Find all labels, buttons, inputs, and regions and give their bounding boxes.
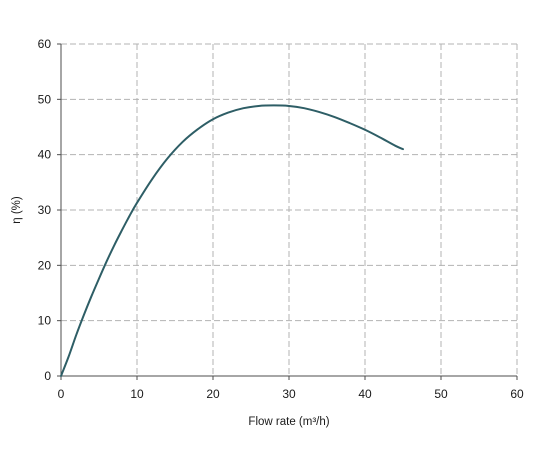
axes: [57, 43, 518, 380]
x-axis-title: Flow rate (m³/h): [248, 416, 329, 428]
y-tick-label: 20: [38, 258, 52, 272]
x-tick-label: 60: [510, 387, 524, 401]
x-tick-label: 20: [206, 387, 220, 401]
x-tick-label: 0: [58, 387, 65, 401]
y-tick-label: 10: [38, 314, 52, 328]
x-tick-label: 30: [282, 387, 296, 401]
y-tick-label: 60: [38, 37, 52, 51]
efficiency-curve: [60, 104, 404, 377]
tick-labels: 0 10 20 30 40 50 60 0 10 20 30 40 50 60: [38, 37, 524, 401]
x-tick-label: 40: [358, 387, 372, 401]
y-tick-label: 30: [38, 203, 52, 217]
y-tick-label: 0: [44, 369, 51, 383]
x-tick-label: 10: [130, 387, 144, 401]
grid: [61, 43, 518, 376]
y-axis-title: η (%): [11, 196, 23, 224]
y-tick-label: 40: [38, 148, 52, 162]
y-tick-label: 50: [38, 92, 52, 106]
x-tick-label: 50: [434, 387, 448, 401]
series-group: [60, 104, 404, 377]
